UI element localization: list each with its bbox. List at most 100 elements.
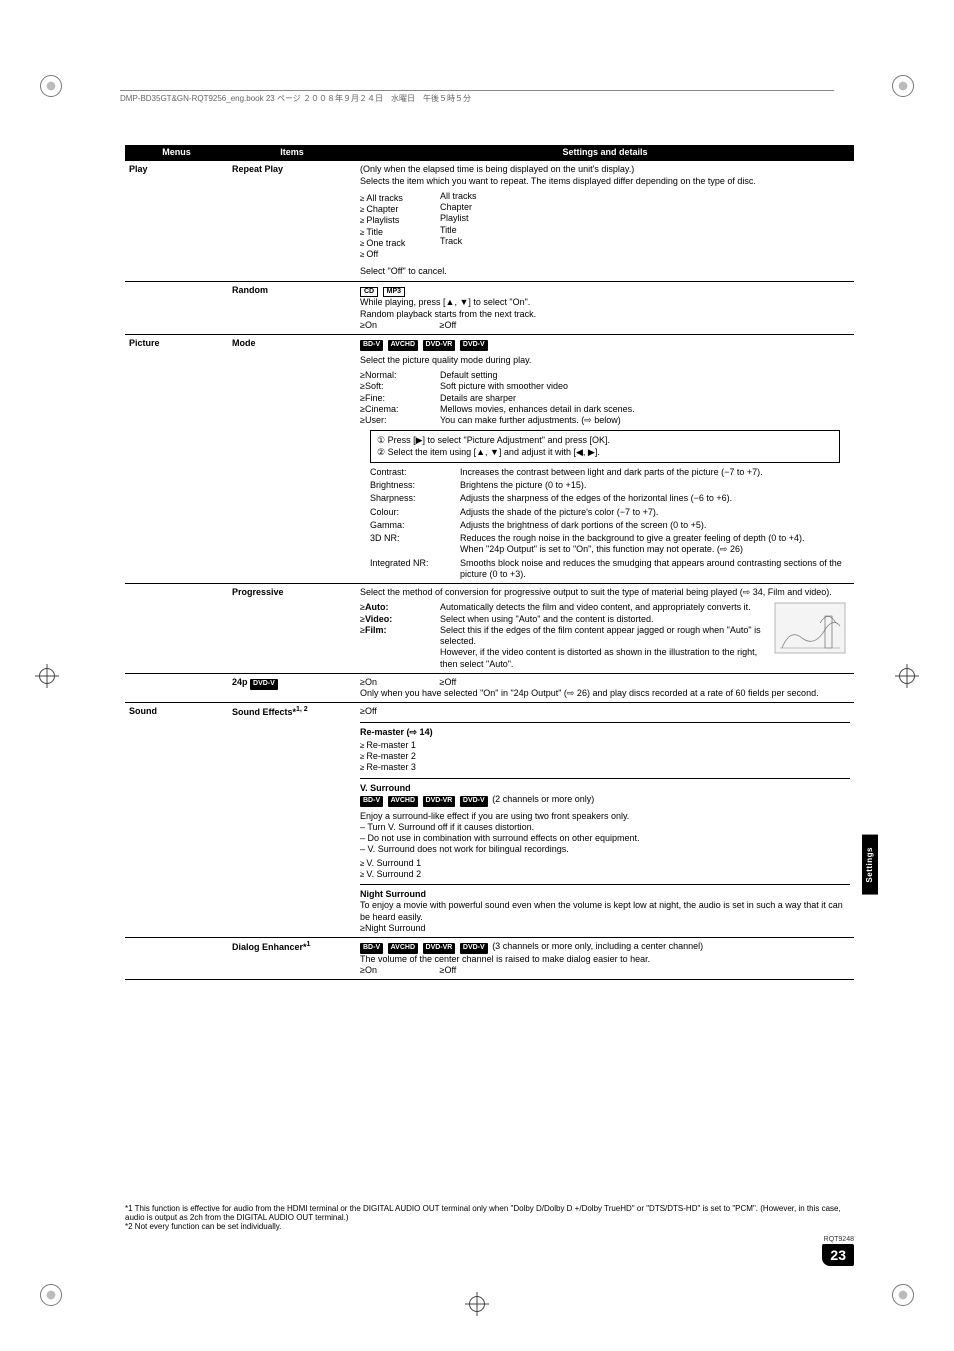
badge: AVCHD (388, 943, 418, 954)
badge: BD-V (360, 340, 383, 351)
opt: Title (360, 227, 440, 238)
remaster-head: Re-master (⇨ 14) (360, 727, 850, 738)
crop-mark (40, 1284, 62, 1306)
details-repeat-play: (Only when the elapsed time is being dis… (356, 161, 854, 281)
row-progressive: Progressive Select the method of convers… (125, 584, 854, 674)
progressive-intro: Select the method of conversion for prog… (360, 587, 850, 598)
opt: Playlists (360, 215, 440, 226)
item-24p: 24p DVD-V (228, 673, 356, 703)
opt-b: Playlist (440, 213, 477, 224)
details-random: CD MP3 While playing, press [▲, ▼] to se… (356, 281, 854, 335)
item-repeat-play: Repeat Play (228, 161, 356, 281)
menu-sound: Sound (125, 703, 228, 938)
badge: DVD-V (250, 679, 278, 690)
registration-mark (35, 664, 59, 688)
opt-b: Title (440, 225, 477, 236)
opt-off: Off (444, 965, 456, 975)
registration-mark (465, 1292, 489, 1316)
param-name: Gamma: (370, 520, 460, 531)
row-picture-mode: Picture Mode BD-V AVCHD DVD-VR DVD-V Sel… (125, 335, 854, 584)
box-step1: ① Press [▶] to select "Picture Adjustmen… (377, 435, 833, 446)
badge: DVD-V (460, 796, 488, 807)
mode-intro: Select the picture quality mode during p… (360, 355, 850, 366)
crop-mark (40, 75, 62, 97)
menu-picture: Picture (125, 335, 228, 584)
param-name: Brightness: (370, 480, 460, 491)
opt: All tracks (360, 193, 440, 204)
dialog-desc: The volume of the center channel is rais… (360, 954, 850, 965)
param-desc: Adjusts the shade of the picture's color… (460, 507, 850, 518)
item-random: Random (228, 281, 356, 335)
details-sound-effects: ≥Off Re-master (⇨ 14) Re-master 1 Re-mas… (356, 703, 854, 938)
mode-name: Cinema: (365, 404, 399, 414)
mode-desc: Soft picture with smoother video (440, 381, 568, 392)
param-desc: Adjusts the sharpness of the edges of th… (460, 493, 850, 504)
opt: One track (360, 238, 440, 249)
opt-b: Track (440, 236, 477, 247)
repeat-note: (Only when the elapsed time is being dis… (360, 164, 850, 175)
page-number: 23 (822, 1244, 854, 1266)
opt: Re-master 2 (360, 751, 850, 762)
badge: DVD-VR (423, 340, 456, 351)
param-name: 3D NR: (370, 533, 460, 556)
details-dialog-enhancer: BD-V AVCHD DVD-VR DVD-V (3 channels or m… (356, 938, 854, 980)
badge: CD (360, 287, 378, 298)
settings-table: Menus Items Settings and details Play Re… (125, 145, 854, 980)
registration-mark (895, 664, 919, 688)
opt: Re-master 3 (360, 762, 850, 773)
opt: Chapter (360, 204, 440, 215)
opt-b: All tracks (440, 191, 477, 202)
footnote-1: *1 This function is effective for audio … (125, 1204, 854, 1222)
header-menus: Menus (125, 145, 228, 161)
details-progressive: Select the method of conversion for prog… (356, 584, 854, 674)
row-random: Random CD MP3 While playing, press [▲, ▼… (125, 281, 854, 335)
opt-b: Chapter (440, 202, 477, 213)
vs-text: Enjoy a surround-like effect if you are … (360, 811, 850, 822)
badge: BD-V (360, 943, 383, 954)
opt-off: Off (444, 677, 456, 687)
opt-name: Film: (365, 625, 387, 635)
doc-code: RQT9248 (822, 1236, 854, 1243)
p24-desc: Only when you have selected "On" in "24p… (360, 688, 850, 699)
random-line1: While playing, press [▲, ▼] to select "O… (360, 297, 850, 308)
night-surround-head: Night Surround (360, 889, 850, 900)
opt-on: On (365, 320, 377, 330)
header-settings: Settings and details (356, 145, 854, 161)
item-sound-effects: Sound Effects*1, 2 (228, 703, 356, 938)
item-dialog-enhancer: Dialog Enhancer*1 (228, 938, 356, 980)
badge: AVCHD (388, 340, 418, 351)
vs-note3: V. Surround does not work for bilingual … (368, 844, 569, 854)
mode-name: Fine: (365, 393, 385, 403)
mode-desc: Default setting (440, 370, 498, 381)
param-desc: Increases the contrast between light and… (460, 467, 850, 478)
param-name: Integrated NR: (370, 558, 460, 581)
param-desc: Reduces the rough noise in the backgroun… (460, 533, 850, 556)
param-desc: Adjusts the brightness of dark portions … (460, 520, 850, 531)
vs-note2: Do not use in combination with surround … (368, 833, 640, 843)
footnote-2: *2 Not every function can be set individ… (125, 1222, 854, 1231)
badge: BD-V (360, 796, 383, 807)
side-tab-settings: Settings (862, 835, 878, 895)
document-meta: DMP-BD35GT&GN-RQT9256_eng.book 23 ページ ２０… (120, 90, 834, 104)
dialog-note: (3 channels or more only, including a ce… (492, 941, 703, 951)
param-name: Sharpness: (370, 493, 460, 504)
vs-note1: Turn V. Surround off if it causes distor… (367, 822, 534, 832)
details-24p: ≥On ≥Off Only when you have selected "On… (356, 673, 854, 703)
mode-name: Soft: (365, 381, 384, 391)
row-dialog-enhancer: Dialog Enhancer*1 BD-V AVCHD DVD-VR DVD-… (125, 938, 854, 980)
mode-desc: Mellows movies, enhances detail in dark … (440, 404, 635, 415)
opt: V. Surround 1 (360, 858, 850, 869)
menu-play: Play (125, 161, 228, 281)
vsurround-head: V. Surround (360, 783, 850, 794)
param-name: Contrast: (370, 467, 460, 478)
mode-name: User: (365, 415, 387, 425)
opt-desc: Automatically detects the film and video… (440, 602, 751, 613)
row-24p: 24p DVD-V ≥On ≥Off Only when you have se… (125, 673, 854, 703)
badge: DVD-VR (423, 796, 456, 807)
ns-text: To enjoy a movie with powerful sound eve… (360, 900, 850, 923)
opt-off: Off (444, 320, 456, 330)
distortion-illustration (770, 598, 850, 658)
badge: DVD-V (460, 943, 488, 954)
badge: DVD-VR (423, 943, 456, 954)
opt-on: On (365, 677, 377, 687)
